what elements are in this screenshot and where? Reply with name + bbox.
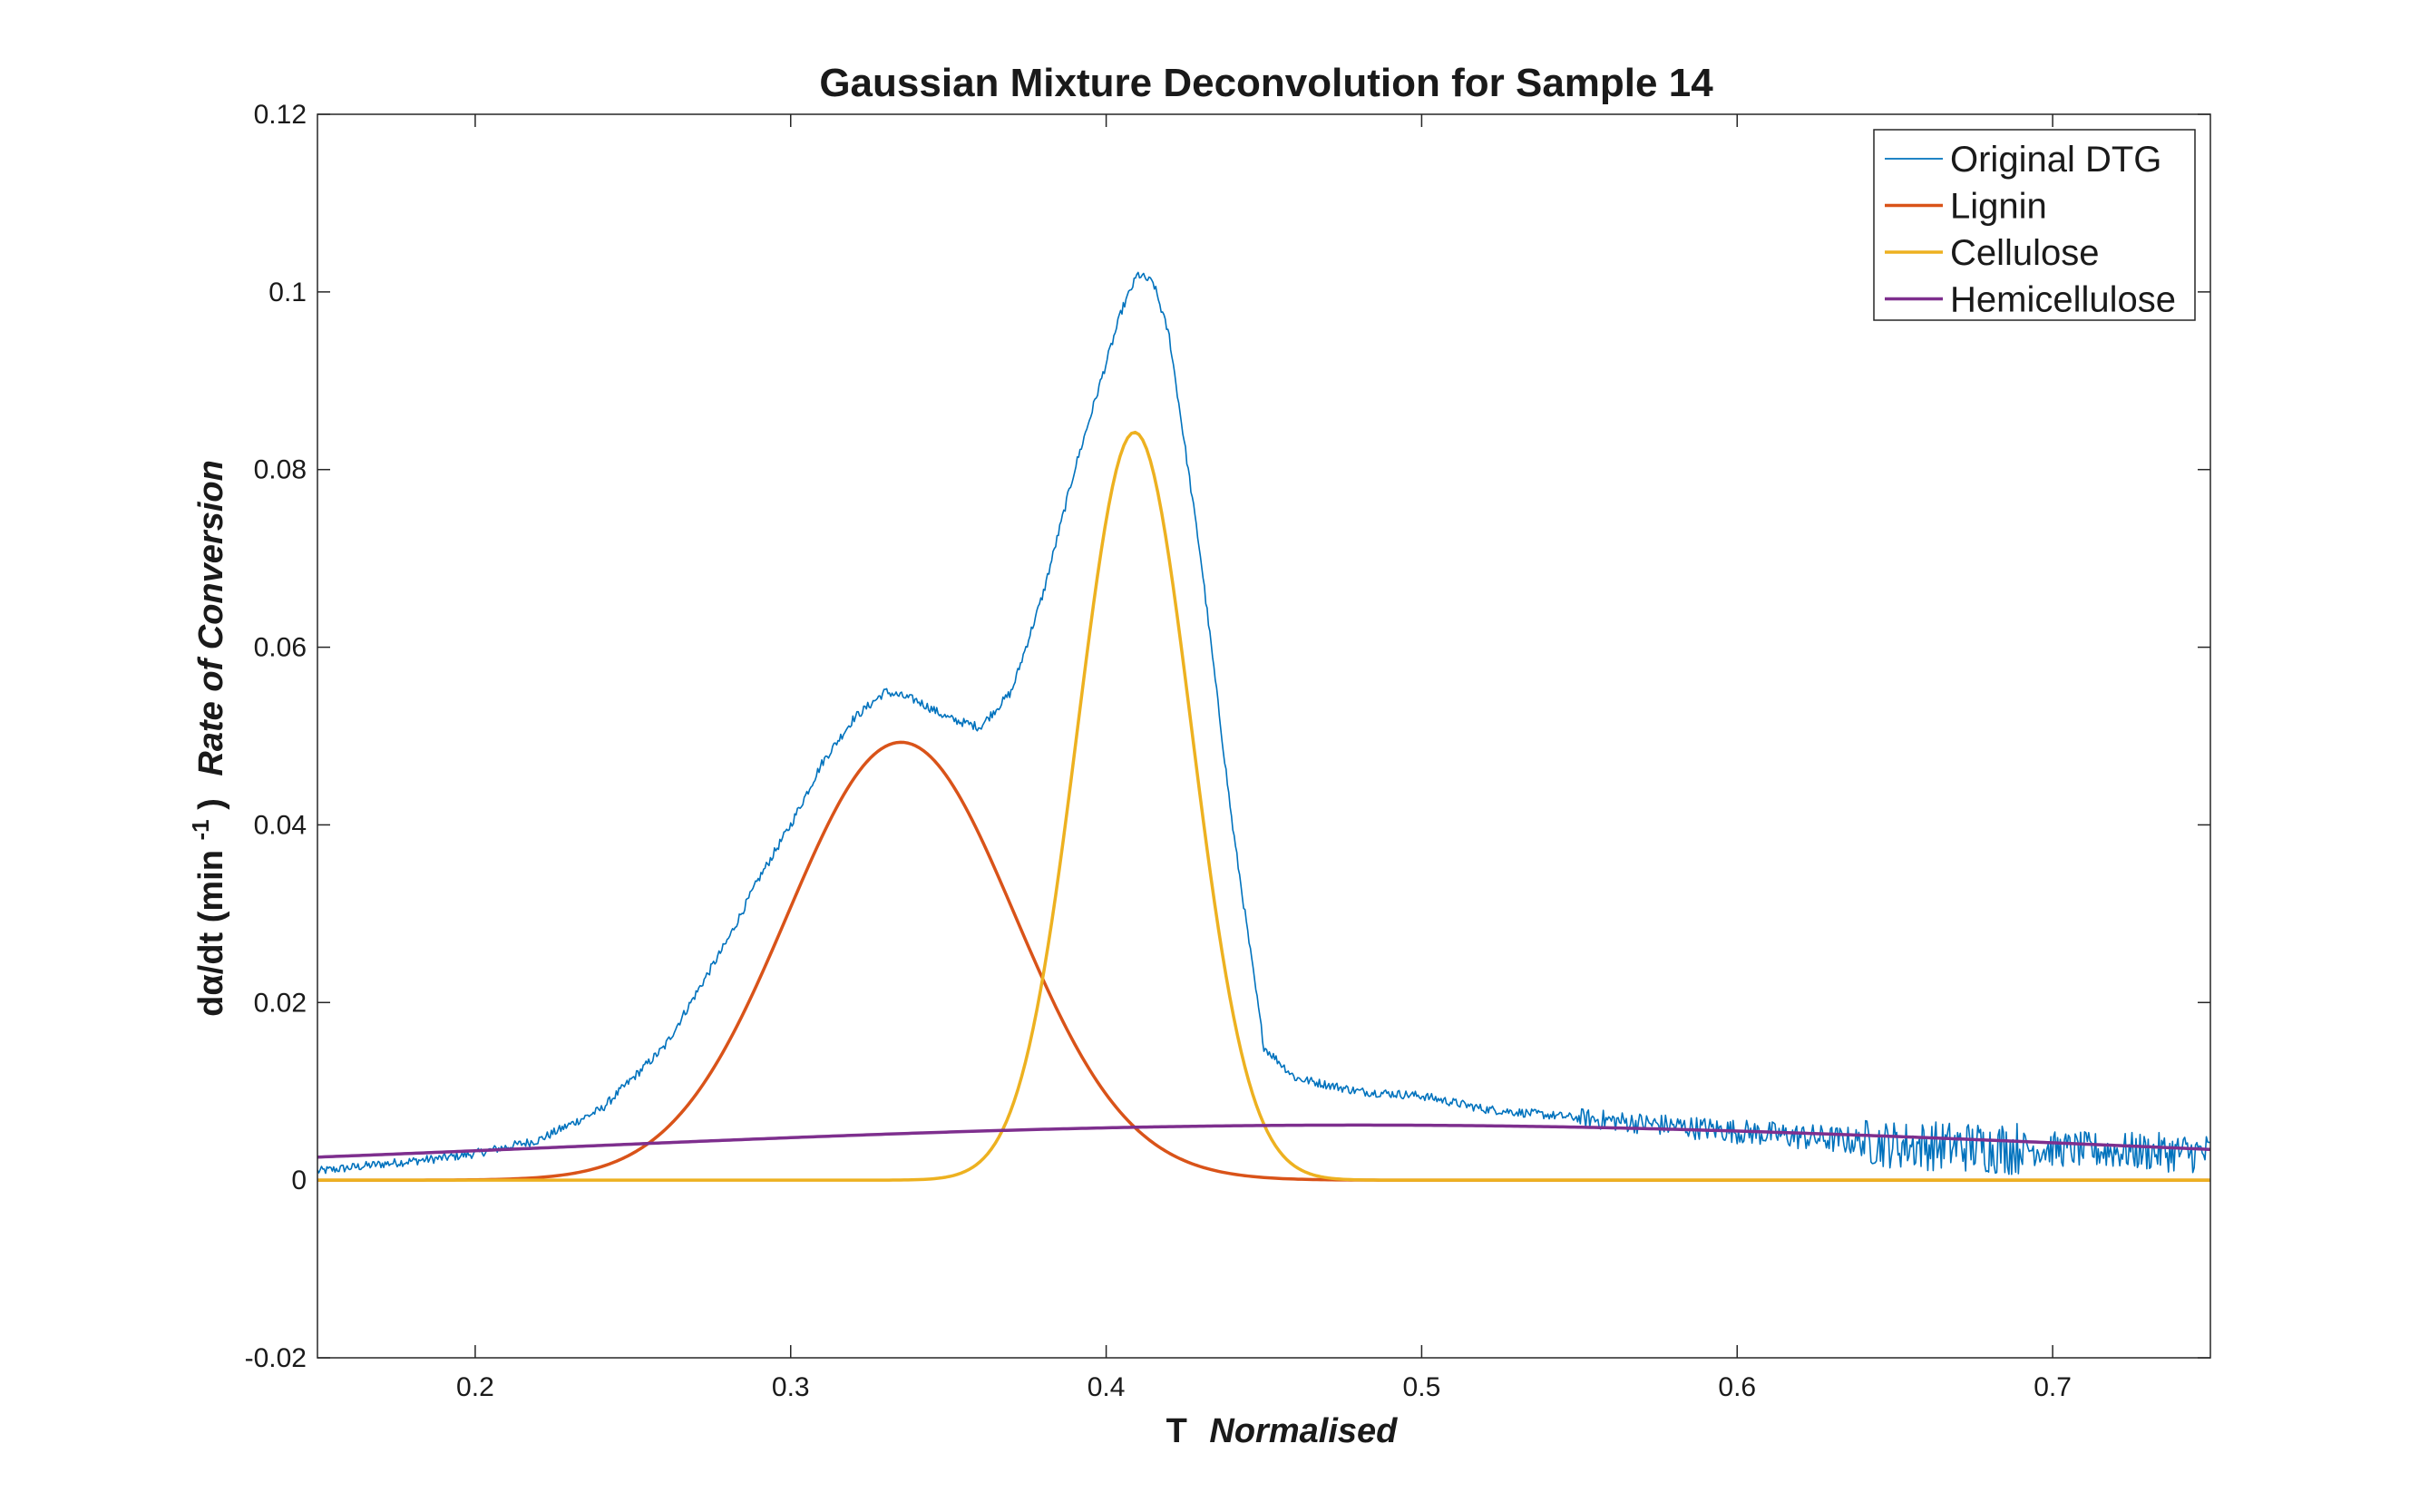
axes-frame xyxy=(317,113,2211,1359)
y-tick-label: 0.06 xyxy=(254,633,307,663)
y-tick-label: 0.02 xyxy=(254,988,307,1018)
x-axis-label-main: T xyxy=(1166,1412,1187,1450)
y-axis-label: dα/dt (min -1 ) Rate of Conversion xyxy=(179,460,230,1017)
y-tick-label: 0.04 xyxy=(254,810,307,840)
x-tick-label: 0.3 xyxy=(772,1372,810,1402)
x-axis-label-emphasis: Normalised xyxy=(1209,1412,1398,1450)
x-axis-label: T Normalised xyxy=(1166,1412,1399,1450)
x-tick-label: 0.4 xyxy=(1088,1372,1126,1402)
x-tick-label: 0.6 xyxy=(1718,1372,1756,1402)
series-line-hemicellulose xyxy=(317,1123,2210,1159)
y-tick-label: 0.08 xyxy=(254,455,307,485)
legend-label-original-dtg: Original DTG xyxy=(1950,140,2161,180)
x-tick-label: 0.5 xyxy=(1403,1372,1441,1402)
x-tick-label: 0.7 xyxy=(2034,1372,2072,1402)
y-axis-label-prefix: dα/dt (min xyxy=(192,850,230,1017)
legend-label-lignin: Lignin xyxy=(1950,187,2047,227)
plot-area xyxy=(317,271,2210,1182)
x-tick-label: 0.2 xyxy=(456,1372,494,1402)
tick-labels: 0.2 0.3 0.4 0.5 0.6 0.7 -0.02 0 0.02 0.04 0.06 0.08… xyxy=(245,100,2072,1402)
series-group xyxy=(317,271,2210,1182)
legend-box xyxy=(1873,129,2196,321)
series-line-original-dtg xyxy=(317,271,2210,1175)
legend-label-hemicellulose: Hemicellulose xyxy=(1950,280,2176,320)
y-tick-label: 0.12 xyxy=(254,100,307,130)
legend: Original DTG Lignin Cellulose Hemicellulose xyxy=(1873,129,2196,321)
y-tick-label: 0 xyxy=(291,1166,307,1195)
chart-title: Gaussian Mixture Deconvolution for Sampl… xyxy=(819,61,1713,105)
axes-box xyxy=(317,113,2211,1359)
y-axis-label-suffix: ) xyxy=(192,798,230,810)
y-axis-label-superscript: -1 xyxy=(187,819,214,840)
y-tick-label: -0.02 xyxy=(245,1343,307,1373)
legend-label-cellulose: Cellulose xyxy=(1950,233,2100,273)
y-axis-label-emphasis: Rate of Conversion xyxy=(192,460,230,776)
y-tick-label: 0.1 xyxy=(268,278,307,307)
